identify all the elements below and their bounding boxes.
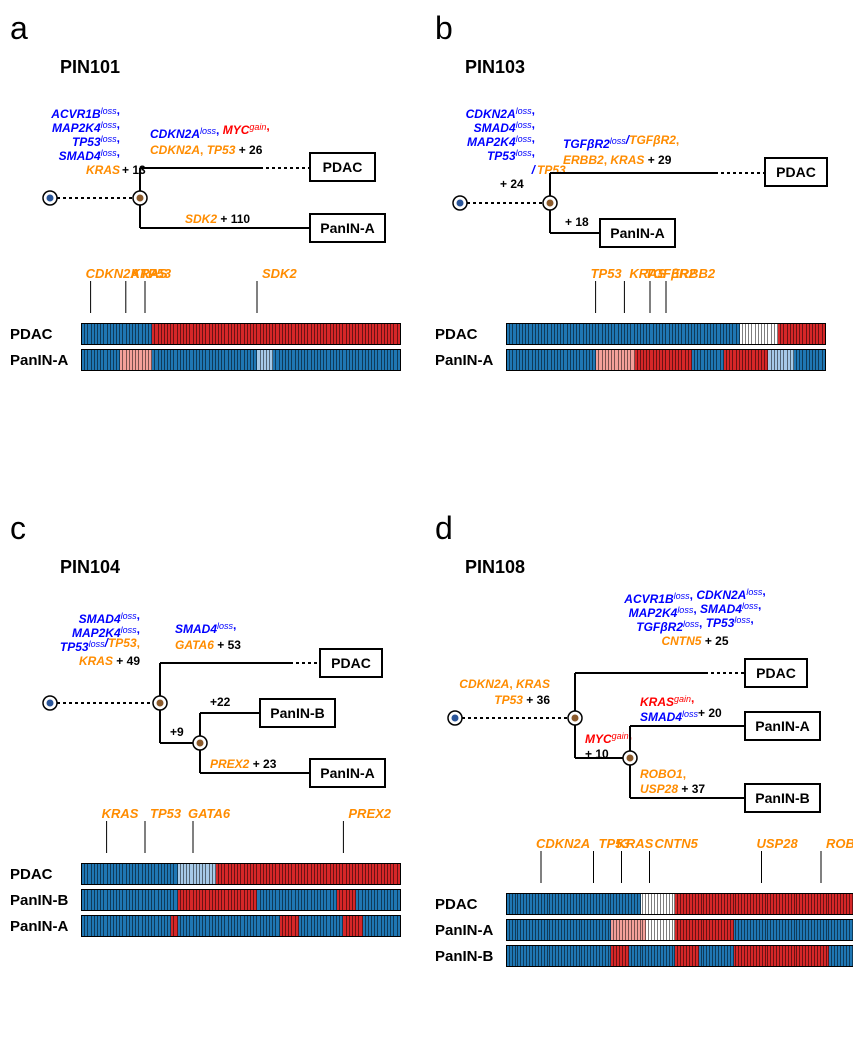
svg-text:SDK2: SDK2 — [262, 266, 297, 281]
svg-text:PanIN-A: PanIN-A — [610, 225, 664, 241]
panel-a: a PIN101 ACVR1Bloss, MAP2K4loss, TP53los… — [10, 10, 430, 375]
panel-c-title: PIN104 — [60, 557, 430, 578]
panel-c-heatmap-annot: KRAS TP53 GATA6 PREX2 — [10, 798, 430, 858]
panel-c: c PIN104 SMAD4loss, MAP2K4loss, TP53loss… — [10, 510, 430, 941]
svg-text:CDKN2A, KRAS: CDKN2A, KRAS — [459, 677, 550, 691]
svg-text:PDAC: PDAC — [776, 164, 816, 180]
svg-text:KRAS: KRAS — [102, 806, 139, 821]
panel-b-tree: CDKN2Aloss, SMAD4loss, MAP2K4loss, TP53l… — [435, 78, 853, 258]
svg-text:PanIN-A: PanIN-A — [320, 765, 374, 781]
panel-a-title: PIN101 — [60, 57, 430, 78]
panel-a-heatmap-annot: CDKN2AKRASTP53SDK2 — [10, 258, 430, 318]
svg-text:USP28 + 37: USP28 + 37 — [640, 782, 705, 796]
svg-text:TP53: TP53 — [591, 266, 623, 281]
panel-b-heatmap: PDACPanIN-A — [435, 323, 853, 371]
panel-a-label: a — [10, 10, 430, 47]
svg-text:KRAS: KRAS — [617, 836, 654, 851]
svg-text:ACVR1Bloss,: ACVR1Bloss, — [50, 103, 120, 121]
panel-d-heatmap: PDACPanIN-APanIN-B — [435, 893, 853, 967]
svg-text:SMAD4loss,: SMAD4loss, — [175, 618, 236, 636]
svg-text:ERBB2, KRAS + 29: ERBB2, KRAS + 29 — [563, 153, 672, 167]
svg-text:PanIN-A: PanIN-A — [320, 220, 374, 236]
svg-text:USP28: USP28 — [757, 836, 799, 851]
svg-text:CNTN5: CNTN5 — [655, 836, 699, 851]
svg-text:CDKN2A, TP53 + 26: CDKN2A, TP53 + 26 — [150, 143, 263, 157]
svg-text:PDAC: PDAC — [756, 665, 796, 681]
svg-text:+22: +22 — [210, 695, 231, 709]
svg-text:+ 10: + 10 — [585, 747, 609, 761]
panel-d: d PIN108 CDKN2A, KRASTP53 + 36PDACACVR1B… — [435, 510, 853, 971]
svg-text:PanIN-A: PanIN-A — [755, 718, 809, 734]
svg-text:SMAD4loss,: SMAD4loss, — [79, 608, 140, 626]
svg-text:ROBO1,: ROBO1, — [640, 767, 686, 781]
svg-text:PREX2: PREX2 — [348, 806, 391, 821]
panel-d-tree: CDKN2A, KRASTP53 + 36PDACACVR1Bloss, CDK… — [435, 578, 853, 828]
panel-b-heatmap-annot: TP53KRASTGFβR2ERBB2 — [435, 258, 853, 318]
panel-d-title: PIN108 — [465, 557, 853, 578]
svg-text:ROBO1: ROBO1 — [826, 836, 853, 851]
svg-text:PREX2 + 23: PREX2 + 23 — [210, 757, 277, 771]
panel-a-tree: ACVR1Bloss, MAP2K4loss, TP53loss, SMAD4l… — [10, 78, 430, 258]
svg-text:+ 13: + 13 — [122, 163, 146, 177]
svg-text:PDAC: PDAC — [331, 655, 371, 671]
svg-text:+ 18: + 18 — [565, 215, 589, 229]
svg-text:ERBB2: ERBB2 — [671, 266, 716, 281]
panel-d-heatmap-annot: CDKN2ATP53KRASCNTN5USP28ROBO1 — [435, 828, 853, 888]
svg-text:MYCgain,: MYCgain, — [585, 728, 632, 746]
panel-b-title: PIN103 — [465, 57, 853, 78]
svg-text:KRAS + 49: KRAS + 49 — [79, 654, 140, 668]
panel-b-label: b — [435, 10, 853, 47]
svg-text:CDKN2A: CDKN2A — [536, 836, 590, 851]
svg-text:GATA6 + 53: GATA6 + 53 — [175, 638, 241, 652]
svg-text:CDKN2Aloss,: CDKN2Aloss, — [466, 103, 535, 121]
svg-text:TP53: TP53 — [537, 163, 566, 177]
panel-b: b PIN103 CDKN2Aloss, SMAD4loss, MAP2K4lo… — [435, 10, 853, 375]
panel-a-heatmap: PDACPanIN-A — [10, 323, 430, 371]
svg-text:TP53: TP53 — [150, 806, 182, 821]
svg-text:KRASgain,: KRASgain, — [640, 691, 694, 709]
svg-text:PDAC: PDAC — [323, 159, 363, 175]
svg-text:KRAS: KRAS — [86, 163, 120, 177]
panel-c-label: c — [10, 510, 430, 547]
panel-c-heatmap: PDACPanIN-BPanIN-A — [10, 863, 430, 937]
svg-text:PanIN-B: PanIN-B — [755, 790, 809, 806]
svg-text:CNTN5 + 25: CNTN5 + 25 — [661, 634, 728, 648]
panel-c-tree: SMAD4loss, MAP2K4loss, TP53loss/TP53, KR… — [10, 578, 430, 798]
svg-text:TP53 + 36: TP53 + 36 — [494, 693, 550, 707]
svg-text:+ 24: + 24 — [500, 177, 524, 191]
svg-text:+9: +9 — [170, 725, 184, 739]
svg-text:PanIN-B: PanIN-B — [270, 705, 324, 721]
svg-text:CDKN2Aloss, MYCgain,: CDKN2Aloss, MYCgain, — [150, 119, 270, 141]
svg-text:TP53: TP53 — [140, 266, 172, 281]
svg-text:/: / — [531, 163, 537, 177]
panel-d-label: d — [435, 510, 853, 547]
svg-text:TGFβR2loss/TGFβR2,: TGFβR2loss/TGFβR2, — [563, 133, 679, 151]
svg-text:SDK2 + 110: SDK2 + 110 — [185, 212, 250, 226]
svg-text:GATA6: GATA6 — [188, 806, 231, 821]
